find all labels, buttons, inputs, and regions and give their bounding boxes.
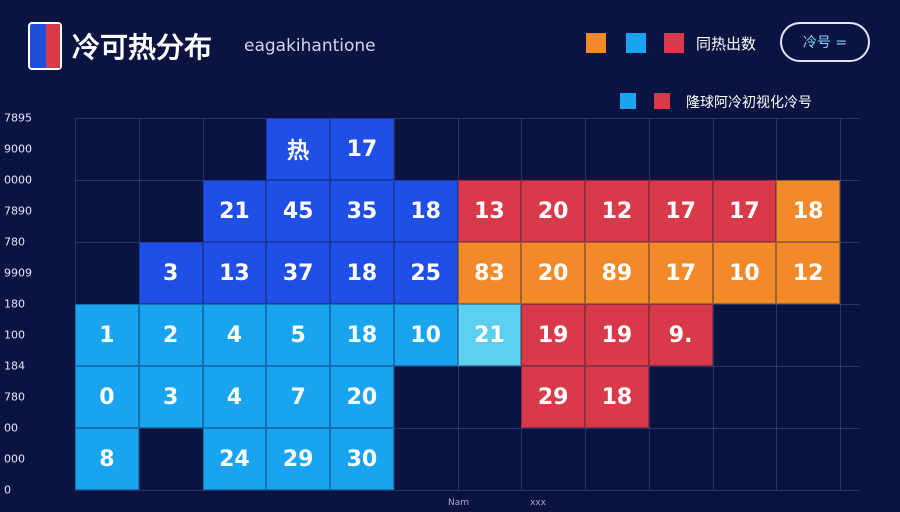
cell: 热 (266, 118, 330, 180)
y-label: 780 (4, 235, 25, 249)
cell: 4 (202, 366, 267, 428)
y-label: 100 (4, 328, 25, 342)
cell: 18 (330, 242, 394, 304)
grid-line (75, 366, 860, 367)
cell: 89 (585, 242, 649, 304)
logo (28, 22, 62, 70)
swatch (586, 33, 606, 53)
legend-label: 隆球阿冷初视化冷号 (686, 95, 812, 111)
button[interactable]: 冷号 = (780, 22, 870, 62)
swatch (620, 93, 636, 109)
cell: 0 (75, 366, 139, 428)
cell: 37 (266, 242, 330, 304)
y-label: 000 (4, 452, 25, 466)
cell: 18 (330, 304, 394, 366)
cell: 4 (202, 304, 267, 366)
cell: 10 (393, 304, 458, 366)
cell: 24 (202, 428, 267, 490)
y-label: 9000 (4, 142, 32, 156)
grid-line (75, 118, 860, 119)
grid-line (712, 118, 714, 490)
cell: 3 (138, 242, 203, 304)
cell: 13 (457, 180, 522, 242)
cell: 17 (648, 180, 713, 242)
cell: 18 (585, 366, 649, 428)
cell: 20 (330, 366, 394, 428)
y-label: 7895 (4, 111, 32, 125)
cell: 25 (393, 242, 458, 304)
x-label: Nam (448, 498, 470, 508)
swatch (626, 33, 646, 53)
x-label: xxx (530, 498, 546, 508)
cell: 13 (202, 242, 267, 304)
cell: 3 (138, 366, 203, 428)
y-label: 0 (4, 483, 11, 497)
legend-label: 同热出数 (696, 35, 757, 53)
cell: 17 (712, 180, 777, 242)
y-label: 780 (4, 390, 25, 404)
cell: 83 (457, 242, 522, 304)
cell: 9. (648, 304, 713, 366)
grid-line (776, 118, 778, 490)
cell: 30 (330, 428, 394, 490)
cell: 35 (330, 180, 394, 242)
swatch (664, 33, 684, 53)
cell: 29 (521, 366, 585, 428)
y-label: 7890 (4, 204, 32, 218)
cell: 20 (521, 180, 585, 242)
grid-line (75, 428, 860, 429)
grid-line (840, 118, 841, 490)
cell: 12 (776, 242, 840, 304)
subtitle: eagakihantione (244, 36, 376, 56)
cell: 12 (585, 180, 649, 242)
cell: 29 (266, 428, 330, 490)
cell: 8 (75, 428, 139, 490)
y-label: 9909 (4, 266, 32, 280)
y-label: 00 (4, 421, 18, 435)
cell: 19 (585, 304, 649, 366)
cell: 1 (75, 304, 139, 366)
grid-line (75, 490, 860, 491)
cell: 18 (393, 180, 458, 242)
cell: 21 (202, 180, 267, 242)
cell: 7 (266, 366, 330, 428)
y-label: 180 (4, 297, 25, 311)
cell: 45 (266, 180, 330, 242)
y-label: 0000 (4, 173, 32, 187)
cell: 17 (330, 118, 394, 180)
cell: 20 (521, 242, 585, 304)
cell: 5 (266, 304, 330, 366)
cell: 2 (138, 304, 203, 366)
title: 冷可热分布 (72, 31, 213, 64)
cell: 10 (712, 242, 777, 304)
swatch (654, 93, 670, 109)
cell: 18 (776, 180, 840, 242)
y-label: 184 (4, 359, 25, 373)
cell: 17 (648, 242, 713, 304)
cell: 19 (521, 304, 585, 366)
cell: 21 (457, 304, 522, 366)
